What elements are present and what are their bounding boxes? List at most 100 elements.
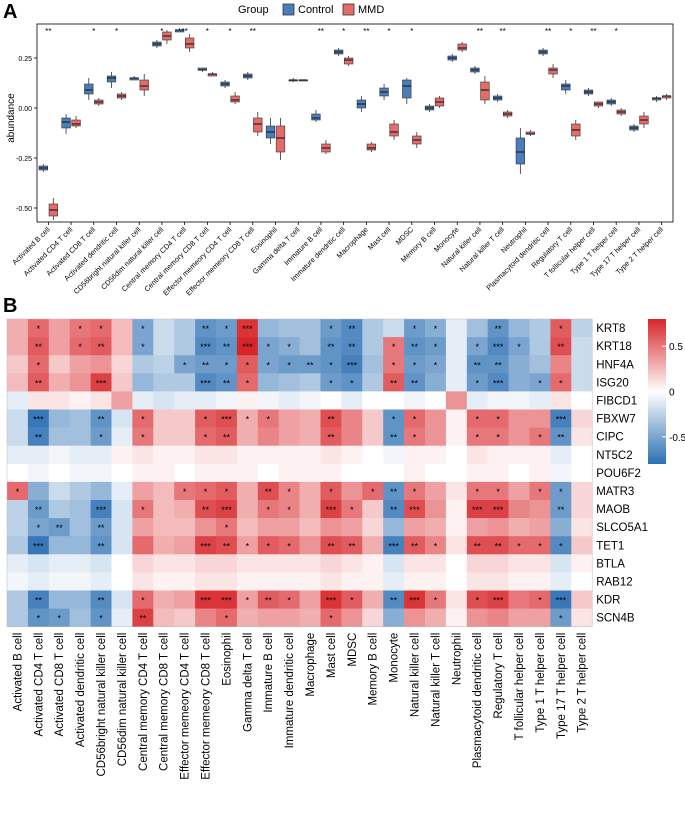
panel-a-plot-area: [36, 23, 674, 223]
heatmap-cell: [27, 572, 50, 591]
significance-star: ***: [472, 505, 483, 515]
heatmap-cell: [216, 445, 238, 465]
heatmap-cell: [320, 427, 342, 446]
heatmap-cell: [278, 427, 300, 446]
heatmap-cell: [111, 355, 133, 374]
heatmap-cell: [69, 427, 91, 446]
significance-star: *: [434, 324, 438, 334]
heatmap-column-label: Memory B cell: [368, 633, 380, 706]
heatmap-row-label: SCN4B: [596, 613, 635, 625]
heatmap-cell: [445, 373, 468, 392]
heatmap-cell: [383, 337, 405, 356]
heatmap-cell: [550, 409, 572, 428]
significance-star: *: [287, 487, 291, 497]
heatmap-cell: [445, 518, 468, 537]
heatmap-cell: [90, 373, 112, 392]
heatmap-cell: [320, 373, 342, 392]
heatmap-cell: [404, 481, 426, 501]
heatmap-cell: [404, 572, 426, 591]
heatmap-cell: [425, 500, 447, 519]
heatmap-cell: [174, 590, 196, 609]
box-control: [61, 117, 71, 129]
significance-star: **: [98, 541, 106, 551]
significance-star: *: [392, 360, 396, 370]
heatmap-cell: [529, 590, 551, 609]
heatmap-row-label: KDR: [596, 595, 620, 607]
heatmap-column-label: CD56dim natural killer cell: [117, 633, 129, 767]
heatmap-cell: [278, 500, 300, 519]
heatmap-cell: [278, 337, 300, 356]
heatmap-column-label: Central memory CD4 T cell: [138, 633, 150, 771]
significance-label: **: [500, 27, 506, 36]
heatmap-column-label: Activated CD4 T cell: [33, 633, 45, 737]
colorbar-tick-label: -0.5: [669, 433, 685, 444]
heatmap-cell: [404, 500, 426, 519]
heatmap-cell: [27, 319, 50, 338]
significance-star: ***: [200, 378, 211, 388]
heatmap-cell: [153, 500, 175, 519]
heatmap-cell: [153, 355, 175, 374]
significance-star: *: [434, 360, 438, 370]
heatmap-cell: [236, 319, 259, 338]
heatmap-cell: [174, 572, 196, 591]
significance-star: **: [557, 342, 565, 352]
heatmap-cell: [132, 536, 154, 555]
significance-star: *: [538, 487, 542, 497]
heatmap-cell: [90, 409, 112, 428]
significance-star: **: [495, 541, 503, 551]
heatmap-cell: [571, 608, 593, 627]
heatmap-cell: [236, 427, 259, 446]
heatmap-cell: [132, 500, 154, 519]
heatmap-cell: [508, 355, 530, 374]
heatmap-cell: [48, 337, 70, 356]
heatmap-cell: [195, 391, 217, 410]
significance-star: **: [223, 342, 231, 352]
heatmap-cell: [236, 463, 259, 483]
heatmap-cell: [257, 427, 279, 446]
heatmap-cell: [571, 445, 593, 465]
heatmap-cell: [383, 590, 405, 609]
heatmap-cell: [7, 319, 29, 338]
heatmap-cell: [69, 554, 91, 573]
heatmap-cell: [508, 373, 530, 392]
heatmap-cell: [425, 572, 447, 591]
heatmap-cell: [404, 608, 426, 627]
heatmap-cell: [529, 409, 551, 428]
heatmap-cell: [508, 409, 530, 428]
significance-star: ***: [242, 324, 253, 334]
significance-label: *: [160, 27, 163, 36]
significance-star: *: [329, 378, 333, 388]
heatmap-cell: [550, 500, 572, 519]
significance-star: *: [538, 541, 542, 551]
heatmap-cell: [445, 572, 468, 591]
heatmap-cell: [278, 409, 300, 428]
heatmap-cell: [571, 518, 593, 537]
significance-star: *: [78, 324, 82, 334]
y-tick-label: -0.25: [16, 156, 32, 163]
heatmap-cell: [529, 391, 551, 410]
heatmap-cell: [27, 554, 50, 573]
heatmap-cell: [48, 608, 70, 627]
significance-star: **: [98, 415, 106, 425]
heatmap-cell: [508, 481, 530, 501]
heatmap-cell: [7, 536, 29, 555]
heatmap-cell: [466, 590, 488, 609]
heatmap-cell: [299, 554, 321, 573]
heatmap-cell: [508, 590, 530, 609]
heatmap-cell: [341, 608, 363, 627]
heatmap-cell: [571, 572, 593, 591]
significance-star: *: [246, 360, 250, 370]
heatmap-cell: [153, 481, 175, 501]
heatmap-cell: [383, 355, 405, 374]
heatmap-cell: [529, 500, 551, 519]
heatmap-cell: [550, 355, 572, 374]
heatmap-cell: [90, 337, 112, 356]
heatmap-cell: [362, 572, 384, 591]
heatmap-cell: [341, 500, 363, 519]
heatmap-cell: [508, 608, 530, 627]
heatmap-cell: [341, 463, 363, 483]
heatmap-cell: [362, 355, 384, 374]
heatmap-cell: [571, 536, 593, 555]
x-tick-label: Mast cell: [366, 225, 393, 252]
heatmap-cell: [195, 463, 217, 483]
